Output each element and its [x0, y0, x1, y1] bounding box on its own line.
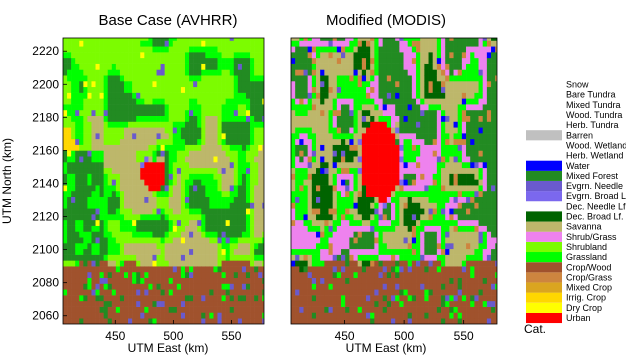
panel-title: Modified (MODIS) [326, 12, 446, 29]
legend-label: Irrig. Crop [566, 293, 606, 303]
legend-label: Wood. Tundra [566, 110, 622, 120]
x-tick-label: 450 [105, 329, 125, 343]
y-tick-label: 2180 [32, 110, 59, 124]
legend-label: Water [566, 161, 590, 171]
x-tick-label: 550 [454, 329, 474, 343]
legend-swatch [526, 222, 562, 232]
legend-swatch [526, 130, 562, 140]
legend-label: Dry Crop [566, 303, 602, 313]
legend-swatch [526, 191, 562, 201]
legend-label: Crop/Grass [566, 272, 613, 282]
legend-label: Urban [566, 313, 591, 323]
legend-swatch [526, 161, 562, 171]
legend-label: Wood. Wetland [566, 140, 626, 150]
legend-label: Shrubland [566, 242, 607, 252]
legend-label: Grassland [566, 252, 607, 262]
legend-swatch [526, 252, 562, 262]
y-axis-label: UTM North (km) [0, 138, 14, 224]
legend-label: Evgrn. Needle Lf. [566, 181, 626, 191]
legend-swatch [526, 211, 562, 221]
legend-label: Mixed Forest [566, 171, 619, 181]
legend-swatch [526, 181, 562, 191]
legend-label: Dec. Broad Lf. [566, 212, 624, 222]
legend-swatch [526, 303, 562, 313]
legend-label: Mixed Tundra [566, 100, 621, 110]
legend-swatch [526, 232, 562, 242]
legend-label: Evgrn. Broad Lf. [566, 191, 626, 201]
x-tick-label: 550 [221, 329, 241, 343]
legend-label: Dec. Needle Lf. [566, 201, 626, 211]
legend-swatch [526, 293, 562, 303]
x-axis-label: UTM East (km) [346, 341, 427, 355]
legend-swatch [526, 262, 562, 272]
legend-label: Barren [566, 130, 593, 140]
legend-swatch [526, 242, 562, 252]
legend-label: Crop/Wood [566, 262, 611, 272]
legend-label: Herb. Wetland [566, 151, 623, 161]
y-tick-label: 2080 [32, 276, 59, 290]
legend-label: Savanna [566, 222, 602, 232]
y-tick-label: 2160 [32, 143, 59, 157]
legend-label: Snow [566, 80, 589, 90]
legend-label: Shrub/Grass [566, 232, 617, 242]
legend-title: Cat. [524, 322, 546, 336]
y-axis: 2060 2080 2100 2120 2140 2160 2180 2200 2220 [32, 44, 67, 323]
legend-label: Bare Tundra [566, 90, 616, 100]
panel-base-case: Base Case (AVHRR) 2060 2080 2100 2120 2140 21… [0, 12, 267, 355]
y-tick-label: 2220 [32, 44, 59, 58]
legend-swatch [526, 272, 562, 282]
legend-label: Mixed Crop [566, 283, 612, 293]
y-tick-label: 2200 [32, 77, 59, 91]
y-tick-label: 2100 [32, 243, 59, 257]
y-tick-label: 2140 [32, 176, 59, 190]
y-tick-label: 2060 [32, 309, 59, 323]
land-use-map [63, 35, 267, 325]
land-use-map [291, 35, 500, 325]
legend-swatch [526, 283, 562, 293]
y-tick-label: 2120 [32, 210, 59, 224]
legend-label: Herb. Tundra [566, 120, 619, 130]
panel-title: Base Case (AVHRR) [99, 12, 238, 29]
legend-swatch [526, 171, 562, 181]
x-axis-label: UTM East (km) [128, 341, 209, 355]
